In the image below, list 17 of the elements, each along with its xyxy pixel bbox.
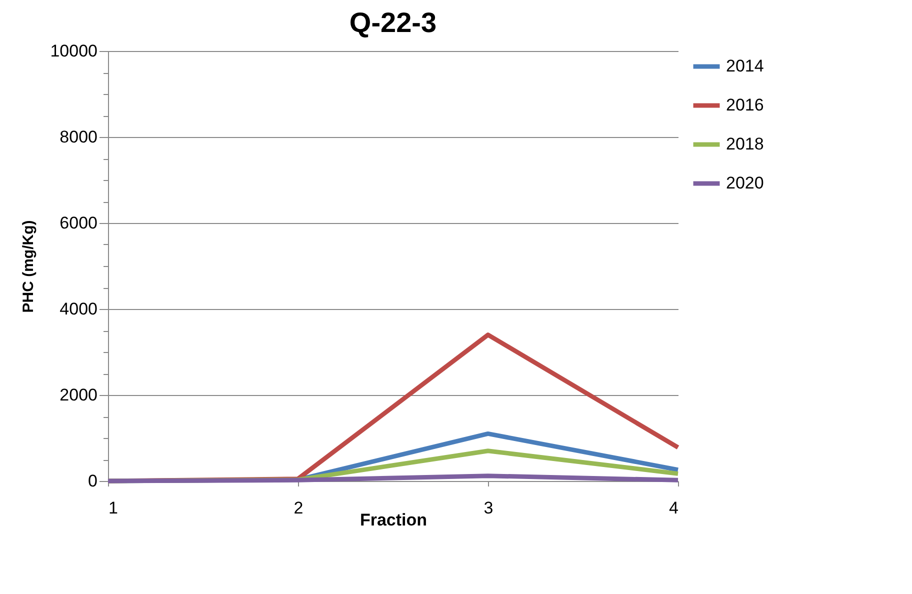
y-tick-label: 4000	[60, 300, 98, 318]
legend-label: 2016	[726, 96, 764, 114]
legend-label: 2014	[726, 56, 764, 76]
x-axis-title: Fraction	[360, 510, 428, 530]
y-tick-label: 0	[88, 472, 98, 490]
y-tick-label: 10000	[50, 42, 98, 60]
y-tick-label: 6000	[60, 214, 98, 232]
y-tick-label: 8000	[60, 128, 98, 146]
x-tick-label: 1	[108, 498, 118, 518]
x-tick-label: 2	[294, 498, 304, 518]
y-tick-label: 2000	[60, 386, 98, 404]
y-axis-title: PHC (mg/Kg)	[20, 220, 38, 313]
legend-label: 2018	[726, 134, 764, 154]
x-tick-label: 4	[669, 498, 678, 518]
chart-title: Q-22-3	[349, 7, 437, 38]
legend-label: 2020	[726, 174, 764, 192]
x-tick-label: 3	[484, 498, 494, 518]
